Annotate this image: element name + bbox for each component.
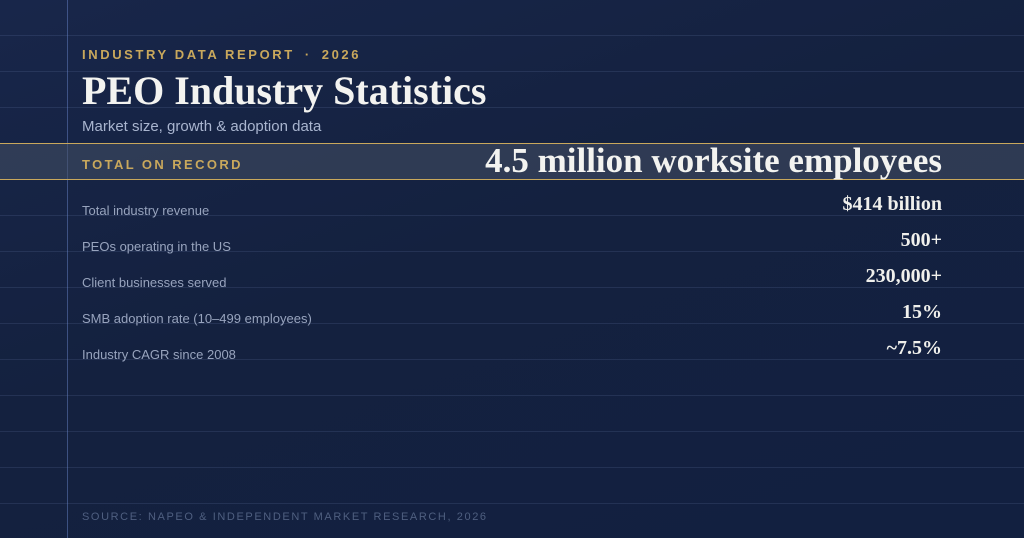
stat-label: Total industry revenue [82, 203, 210, 218]
source-footnote: SOURCE: NAPEO & INDEPENDENT MARKET RESEA… [82, 511, 488, 523]
page-title: PEO Industry Statistics [82, 68, 487, 113]
stat-row-smb-adoption: SMB adoption rate (10–499 employees) 15% [82, 299, 942, 335]
highlight-value: 4.5 million worksite employees [485, 141, 942, 180]
stat-value: ~7.5% [886, 337, 942, 359]
highlight-label: TOTAL ON RECORD [82, 157, 243, 172]
stat-row-clients: Client businesses served 230,000+ [82, 263, 942, 299]
stat-label: PEOs operating in the US [82, 239, 231, 254]
stat-value: 15% [902, 301, 942, 323]
stat-value: 500+ [900, 229, 942, 251]
page-subtitle: Market size, growth & adoption data [82, 118, 322, 135]
stat-row-peo-count: PEOs operating in the US 500+ [82, 227, 942, 263]
eyebrow-year: 2026 [321, 47, 362, 62]
margin-line [67, 0, 68, 538]
stat-value: 230,000+ [865, 265, 942, 287]
stat-label: Industry CAGR since 2008 [82, 347, 236, 362]
report-eyebrow: INDUSTRY DATA REPORT · 2026 [82, 47, 361, 62]
eyebrow-label: INDUSTRY DATA REPORT [82, 47, 295, 62]
stat-value: $414 billion [842, 193, 942, 215]
stat-row-cagr: Industry CAGR since 2008 ~7.5% [82, 335, 942, 371]
stat-row-revenue: Total industry revenue $414 billion [82, 191, 942, 227]
highlight-band [0, 143, 1024, 180]
eyebrow-separator: · [304, 47, 312, 62]
stat-label: Client businesses served [82, 275, 227, 290]
stat-label: SMB adoption rate (10–499 employees) [82, 311, 312, 326]
